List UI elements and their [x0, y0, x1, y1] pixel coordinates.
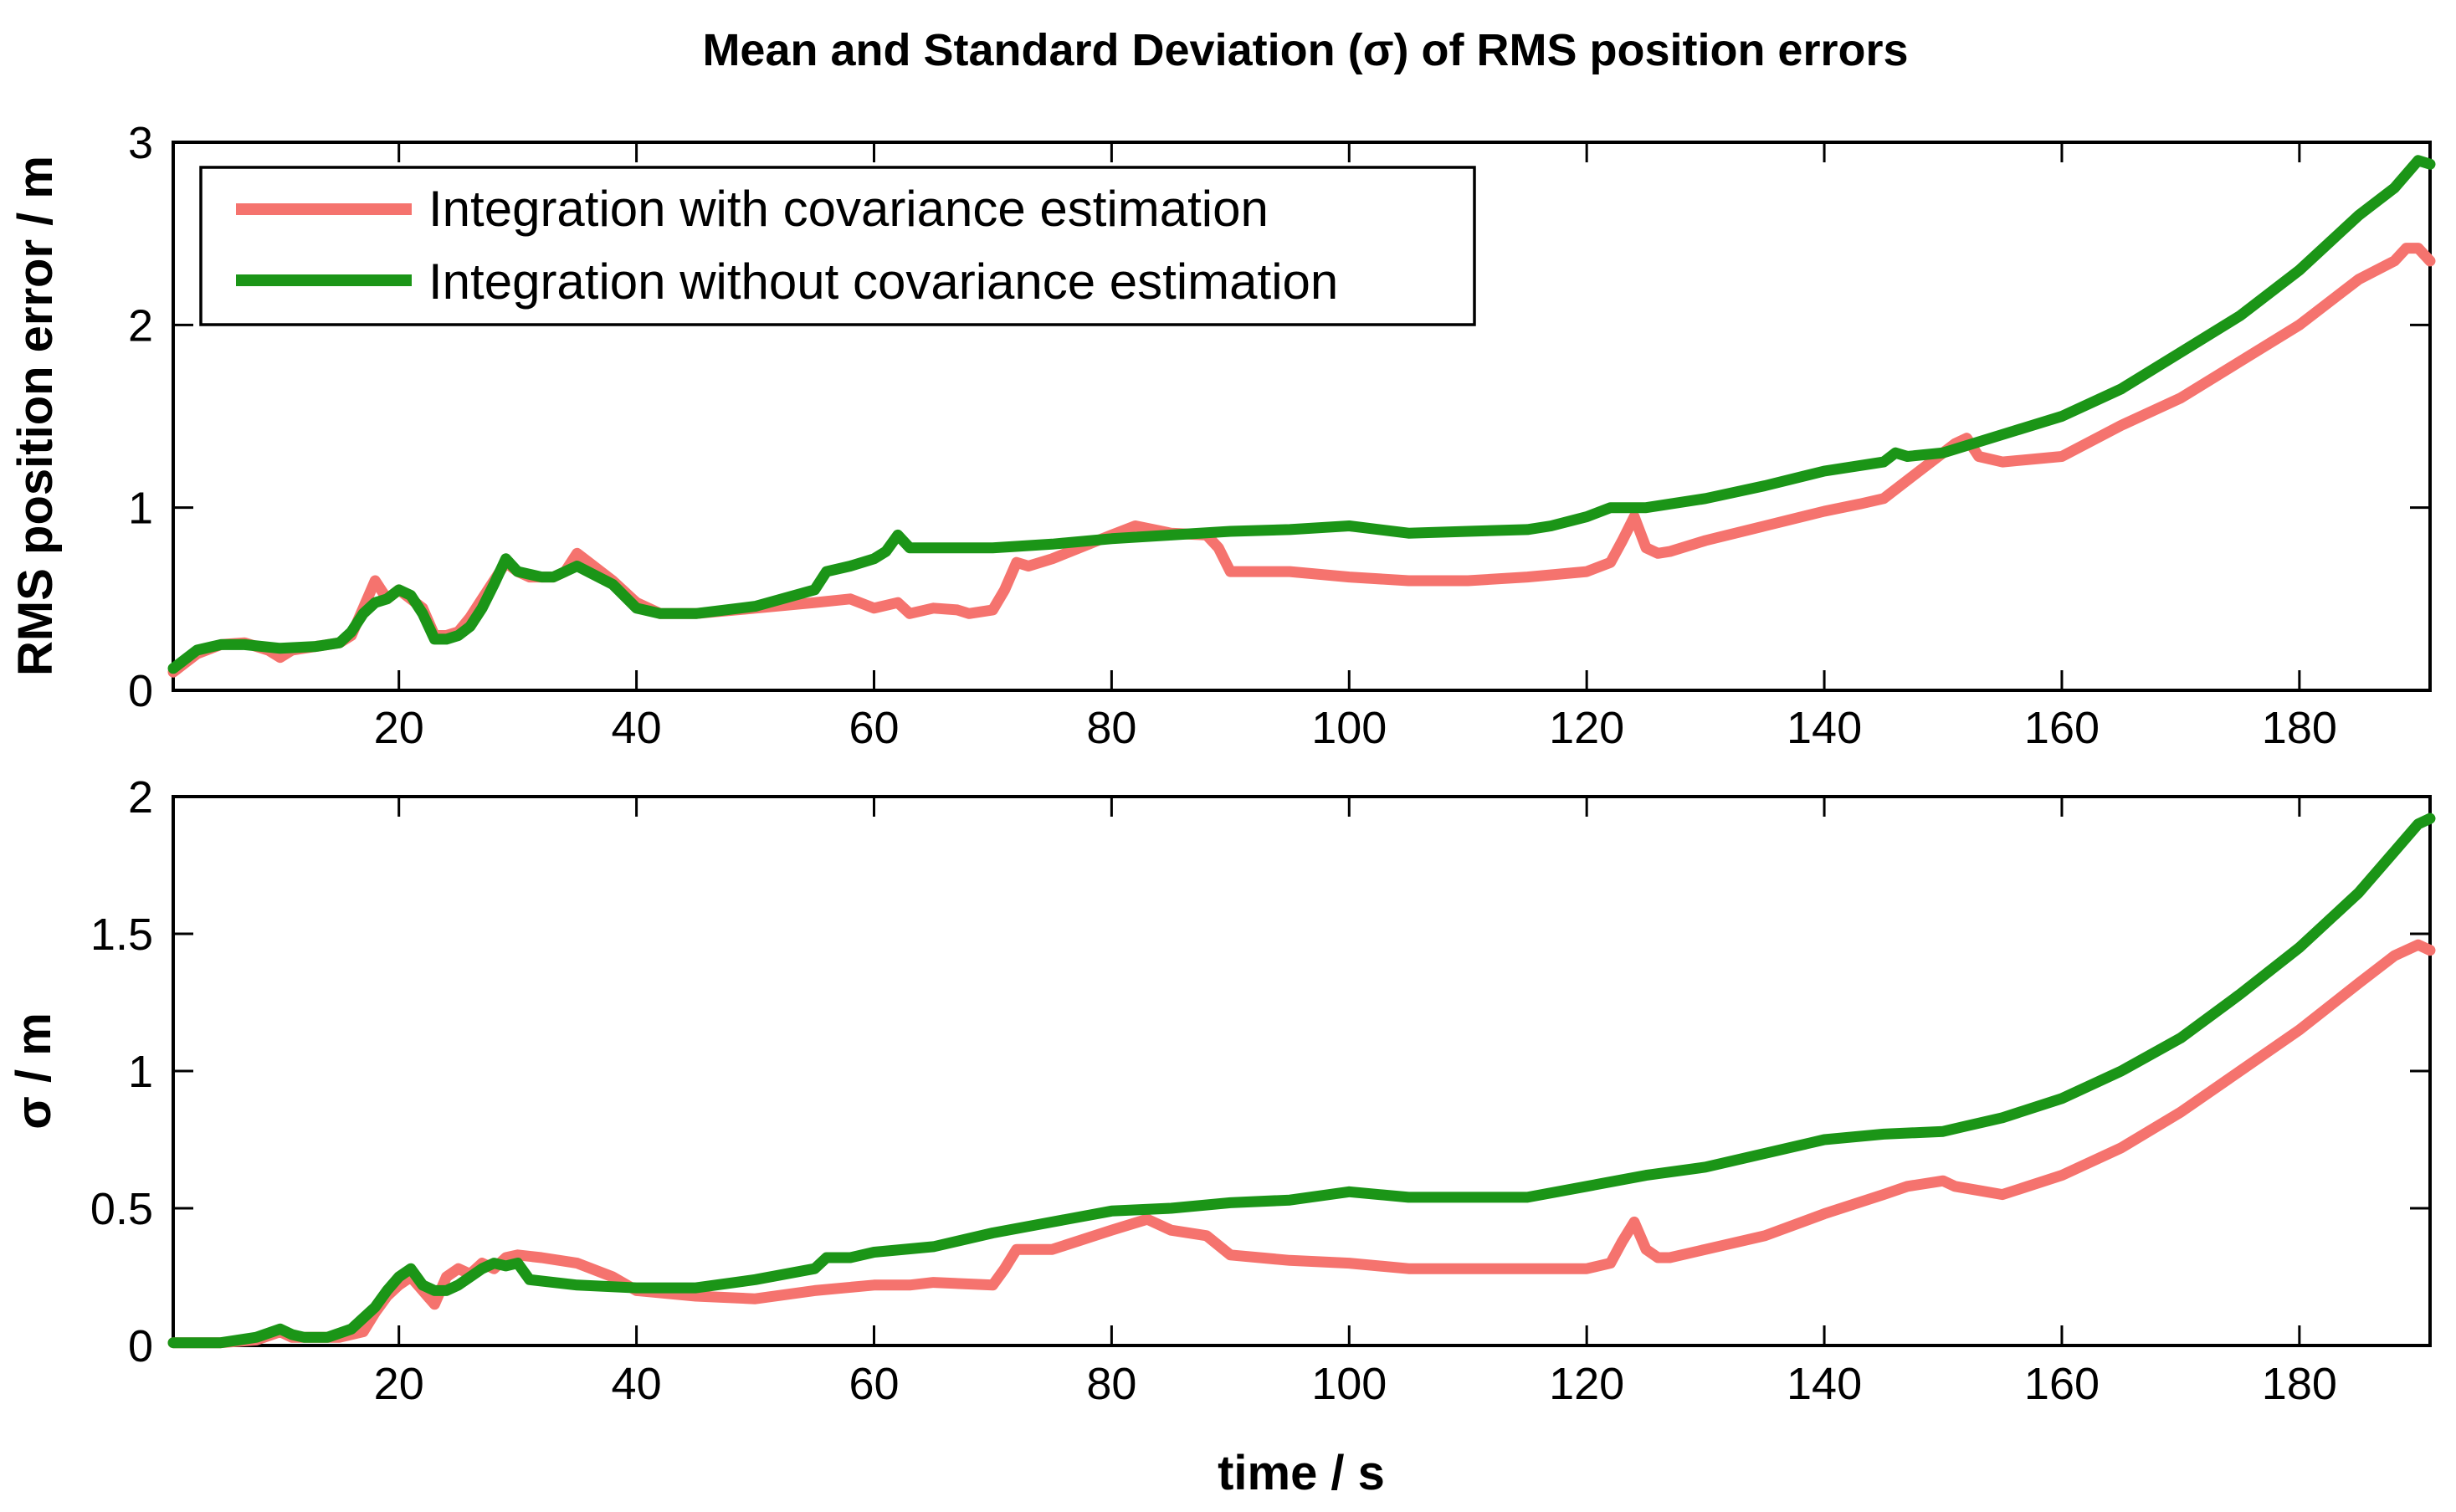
legend-box: [199, 166, 1476, 326]
x-tick-label: 20: [374, 1359, 424, 1409]
series-line-without-covariance: [167, 155, 2436, 674]
y-tick-label: 2: [128, 772, 153, 823]
x-tick-label: 60: [849, 703, 899, 753]
y-tick-label: 0: [128, 1321, 153, 1371]
rms-error-axis-ticks: 20 40 60 80 100 120 140 160 180 0 1 2 3: [128, 118, 2430, 753]
y-tick-label: 2: [128, 300, 153, 351]
rms-error-panel: 20 40 60 80 100 120 140 160 180 0 1 2 3 RMS position…: [8, 118, 2436, 753]
x-tick-label: 160: [2024, 1359, 2100, 1409]
sigma-y-axis-label: σ / m: [7, 1012, 61, 1130]
x-tick-label: 160: [2024, 703, 2100, 753]
legend-label-with-covariance: Integration with covariance estimation: [428, 181, 1269, 237]
y-tick-label: 3: [128, 118, 153, 168]
legend: Integration with covariance estimation I…: [199, 166, 1476, 326]
legend-label-without-covariance: Integration without covariance estimatio…: [428, 254, 1338, 310]
y-tick-label: 0: [128, 666, 153, 716]
x-tick-label: 80: [1086, 1359, 1136, 1409]
series-line-without-covariance: [167, 812, 2436, 1349]
x-tick-label: 180: [2262, 1359, 2337, 1409]
series-line-with-covariance: [167, 939, 2436, 1349]
x-tick-label: 40: [612, 1359, 662, 1409]
sigma-series-lines: [167, 812, 2436, 1349]
time-x-axis-label: time / s: [1218, 1446, 1385, 1500]
sigma-axis-ticks: 20 40 60 80 100 120 140 160 180 0 0.5 1 1.5 2: [90, 772, 2430, 1409]
x-tick-label: 120: [1549, 703, 1624, 753]
x-tick-label: 60: [849, 1359, 899, 1409]
rms-error-series-lines: [167, 155, 2436, 678]
x-tick-label: 100: [1311, 1359, 1387, 1409]
x-tick-label: 140: [1787, 1359, 1862, 1409]
x-tick-label: 120: [1549, 1359, 1624, 1409]
sigma-panel: 20 40 60 80 100 120 140 160 180 0 0.5 1 1.5 2 σ / m t…: [7, 772, 2436, 1500]
x-tick-label: 20: [374, 703, 424, 753]
y-tick-label: 1: [128, 484, 153, 534]
x-tick-label: 180: [2262, 703, 2337, 753]
chart-title: Mean and Standard Deviation (σ) of RMS p…: [702, 25, 1908, 75]
rms-error-y-axis-label: RMS position error / m: [8, 156, 63, 676]
x-tick-label: 40: [612, 703, 662, 753]
x-tick-label: 80: [1086, 703, 1136, 753]
y-tick-label: 0.5: [90, 1184, 153, 1234]
y-tick-label: 1: [128, 1047, 153, 1097]
x-tick-label: 100: [1311, 703, 1387, 753]
y-tick-label: 1.5: [90, 910, 153, 960]
x-tick-label: 140: [1787, 703, 1862, 753]
rms-error-plot-frame: [172, 141, 2432, 692]
